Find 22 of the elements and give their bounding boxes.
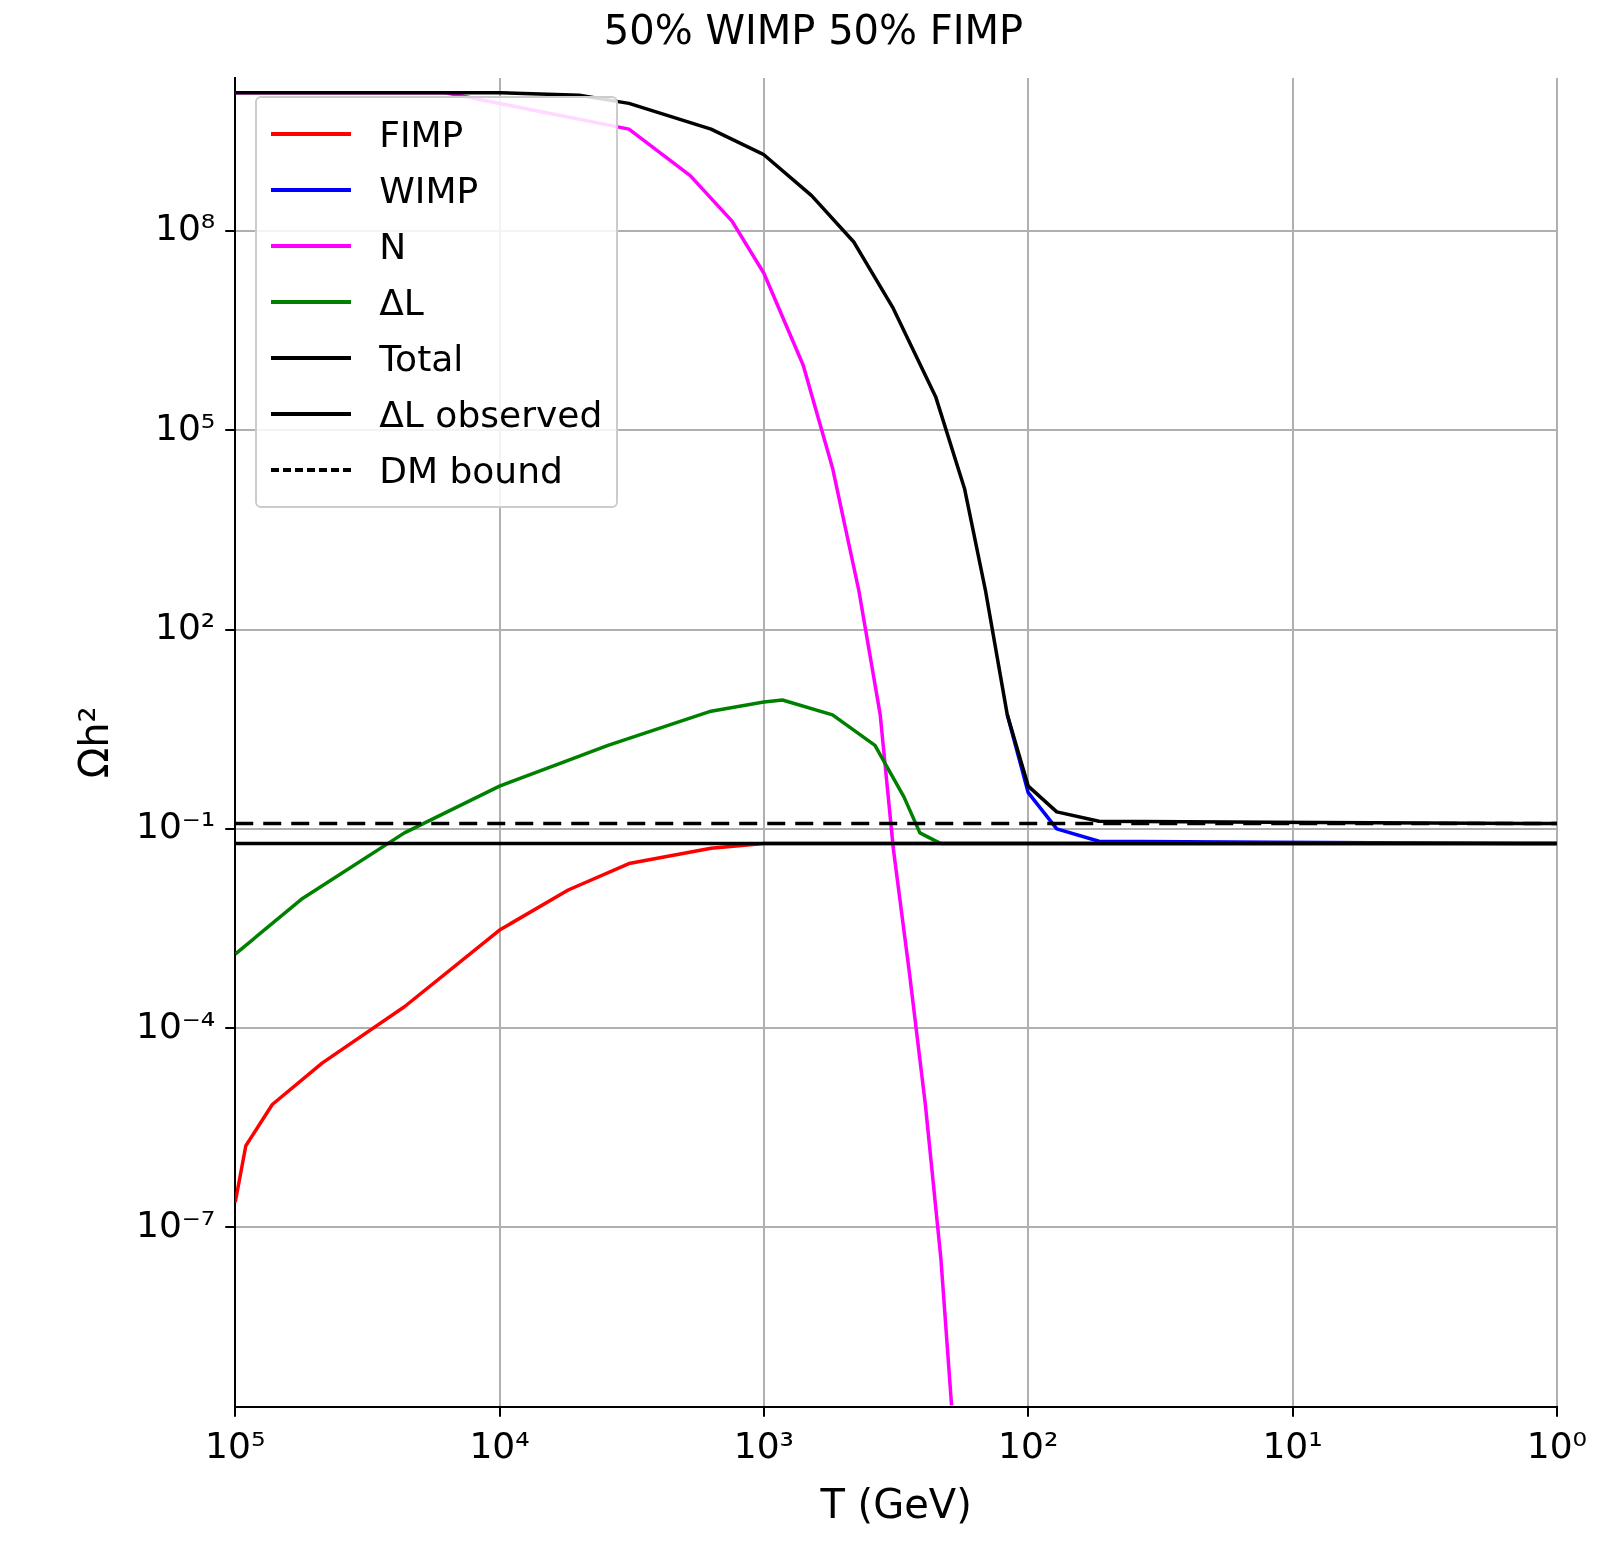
y-tick-label: 10⁵: [154, 406, 216, 448]
legend-label: Total: [379, 337, 464, 379]
x-tick-label: 10²: [998, 1424, 1059, 1466]
y-tick-label: 10⁻⁷: [135, 1203, 216, 1245]
x-tick-label: 10³: [733, 1424, 795, 1466]
x-tick-label: 10⁰: [1526, 1424, 1587, 1466]
y-tick-label: 10⁻¹: [135, 805, 216, 847]
y-tick-label: 10⁻⁴: [135, 1004, 216, 1046]
legend-label: WIMP: [379, 169, 479, 211]
x-tick-label: 10⁵: [205, 1424, 266, 1466]
legend-label: FIMP: [379, 113, 464, 155]
y-tick-label: 10⁸: [154, 207, 216, 249]
y-axis-title: Ωh²: [71, 706, 118, 779]
x-tick-label: 10¹: [1262, 1424, 1323, 1466]
legend-label: DM bound: [379, 449, 563, 491]
chart-title: 50% WIMP 50% FIMP: [603, 7, 1024, 54]
y-tick-label: 10²: [154, 605, 216, 647]
x-axis-title: T (GeV): [819, 1481, 972, 1528]
legend-label: ΔL: [379, 281, 424, 323]
legend-label: ΔL observed: [379, 393, 603, 435]
x-tick-label: 10⁴: [469, 1424, 530, 1466]
legend-label: N: [379, 225, 407, 267]
